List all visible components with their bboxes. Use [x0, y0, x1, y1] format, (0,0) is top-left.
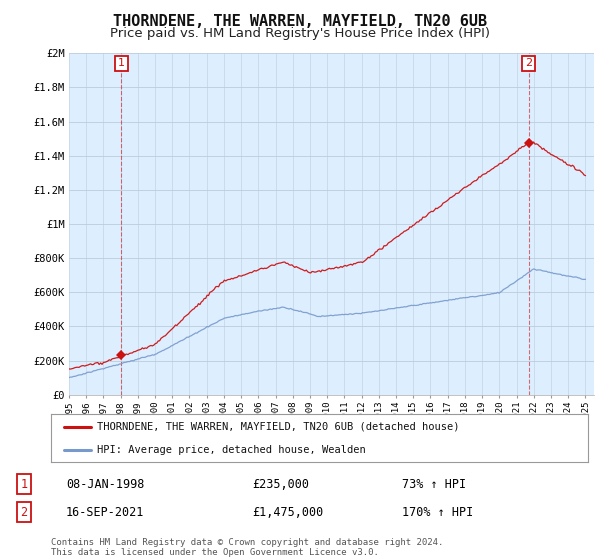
Text: HPI: Average price, detached house, Wealden: HPI: Average price, detached house, Weal… [97, 445, 365, 455]
Text: Price paid vs. HM Land Registry's House Price Index (HPI): Price paid vs. HM Land Registry's House … [110, 27, 490, 40]
Text: 170% ↑ HPI: 170% ↑ HPI [402, 506, 473, 519]
Text: THORNDENE, THE WARREN, MAYFIELD, TN20 6UB (detached house): THORNDENE, THE WARREN, MAYFIELD, TN20 6U… [97, 422, 459, 432]
Text: 16-SEP-2021: 16-SEP-2021 [66, 506, 145, 519]
Text: 2: 2 [525, 58, 532, 68]
Text: Contains HM Land Registry data © Crown copyright and database right 2024.
This d: Contains HM Land Registry data © Crown c… [51, 538, 443, 557]
Text: £235,000: £235,000 [252, 478, 309, 491]
Text: £1,475,000: £1,475,000 [252, 506, 323, 519]
Text: 73% ↑ HPI: 73% ↑ HPI [402, 478, 466, 491]
Text: 1: 1 [20, 478, 28, 491]
Text: 2: 2 [20, 506, 28, 519]
Text: THORNDENE, THE WARREN, MAYFIELD, TN20 6UB: THORNDENE, THE WARREN, MAYFIELD, TN20 6U… [113, 14, 487, 29]
Text: 1: 1 [118, 58, 125, 68]
Text: 08-JAN-1998: 08-JAN-1998 [66, 478, 145, 491]
